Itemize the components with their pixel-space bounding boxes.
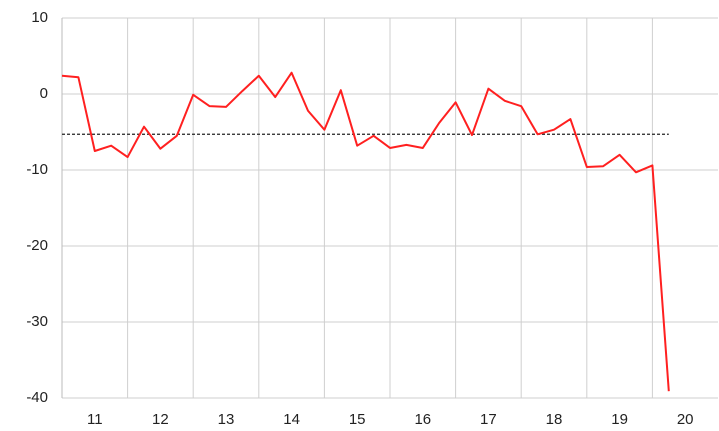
y-tick-label: -20 (26, 237, 48, 254)
data-line (61, 71, 670, 392)
y-tick-label: 0 (40, 85, 48, 102)
x-tick-label: 18 (546, 411, 563, 428)
y-tick-label: -30 (26, 313, 48, 330)
x-tick-label: 15 (349, 411, 366, 428)
y-tick-label: 10 (31, 9, 48, 26)
x-tick-label: 19 (611, 411, 628, 428)
y-tick-label: -40 (26, 389, 48, 406)
x-tick-label: 17 (480, 411, 497, 428)
x-tick-label: 13 (218, 411, 235, 428)
x-tick-label: 20 (677, 411, 694, 428)
x-tick-label: 11 (87, 411, 103, 428)
x-tick-label: 14 (283, 411, 300, 428)
y-tick-label: -10 (26, 161, 48, 178)
x-tick-label: 16 (414, 411, 431, 428)
x-tick-label: 12 (152, 411, 169, 428)
